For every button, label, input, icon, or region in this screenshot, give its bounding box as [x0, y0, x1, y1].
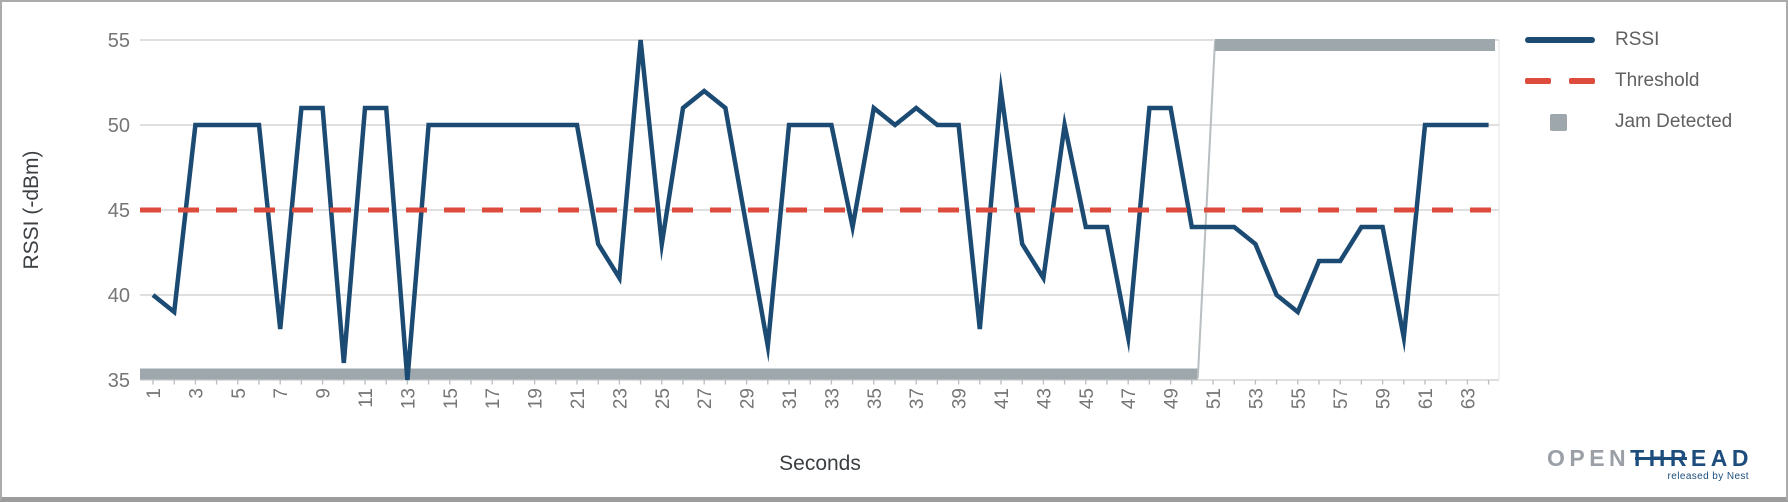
y-tick-label: 55	[108, 30, 130, 52]
x-tick-label: 57	[1331, 388, 1352, 409]
y-tick-label: 35	[108, 370, 130, 392]
rssi-line	[151, 39, 1489, 381]
logo-wordmark: OPENTHREAD	[1547, 446, 1753, 470]
x-tick-label: 61	[1416, 388, 1437, 409]
x-axis-title: Seconds	[779, 452, 861, 475]
x-tick-label: 51	[1204, 388, 1225, 409]
legend-item-rssi: RSSI	[1525, 28, 1732, 52]
x-tick-label: 5	[229, 388, 250, 399]
x-tick-label: 35	[865, 388, 886, 409]
x-tick-label: 29	[738, 388, 759, 409]
x-tick-label: 37	[907, 388, 928, 409]
x-tick-label: 15	[441, 388, 462, 409]
x-tick-label: 45	[1077, 388, 1098, 409]
logo-open-text: OPEN	[1546, 445, 1631, 471]
x-tick-label: 63	[1458, 388, 1479, 409]
y-tick-label: 45	[108, 200, 130, 222]
jam-square-swatch-icon	[1525, 113, 1595, 131]
y-tick-label: 40	[108, 285, 130, 307]
openthread-logo: OPENTHREAD released by Nest	[1547, 446, 1753, 482]
x-tick-label: 23	[610, 388, 631, 409]
x-tick-label: 17	[483, 388, 504, 409]
logo-crossbar	[1635, 457, 1687, 460]
x-tick-label: 27	[695, 388, 716, 409]
x-tick-label: 31	[780, 388, 801, 409]
rssi-line-swatch-icon	[1525, 37, 1595, 43]
x-tick-label: 25	[653, 388, 674, 409]
x-tick-label: 55	[1289, 388, 1310, 409]
x-tick-label: 3	[186, 388, 207, 399]
y-axis-title: RSSI (-dBm)	[20, 150, 43, 270]
threshold-dash-swatch-icon	[1525, 78, 1595, 84]
legend-item-threshold: Threshold	[1525, 69, 1732, 93]
x-tick-label: 41	[992, 388, 1013, 409]
legend-label: Jam Detected	[1615, 111, 1733, 132]
x-tick-label: 9	[314, 388, 335, 399]
x-tick-label: 21	[568, 388, 589, 409]
logo-thread-text: THREAD	[1630, 445, 1753, 471]
x-tick-label: 33	[822, 388, 843, 409]
legend: RSSI Threshold Jam Detected	[1525, 28, 1732, 134]
x-tick-label: 1	[144, 388, 165, 399]
x-tick-label: 53	[1246, 388, 1267, 409]
x-tick-label: 13	[398, 388, 419, 409]
legend-item-jam: Jam Detected	[1525, 110, 1732, 134]
x-tick-label: 59	[1374, 388, 1395, 409]
x-tick-label: 49	[1162, 388, 1183, 409]
x-tick-label: 39	[950, 388, 971, 409]
x-tick-label: 43	[1034, 388, 1055, 409]
x-tick-label: 47	[1119, 388, 1140, 409]
x-tick-label: 11	[356, 388, 377, 408]
legend-label: Threshold	[1615, 70, 1700, 91]
logo-tagline: released by Nest	[1667, 471, 1749, 482]
y-tick-label: 50	[108, 115, 130, 137]
x-tick-label: 19	[526, 388, 547, 409]
legend-label: RSSI	[1615, 29, 1660, 50]
x-tick-label: 7	[271, 388, 292, 399]
